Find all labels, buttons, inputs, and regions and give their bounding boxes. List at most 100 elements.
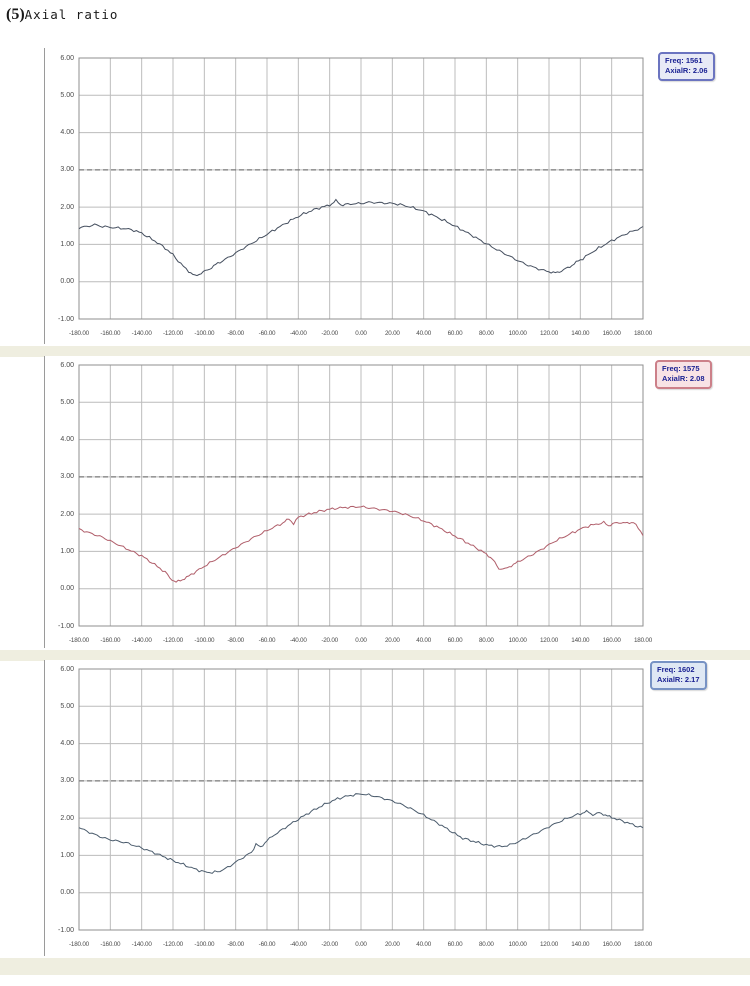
x-tick-label: 20.00 <box>384 637 400 644</box>
plot-frame <box>78 57 644 320</box>
axial-ratio-freq-1561-legend: Freq: 1561 AxialR: 2.06 <box>658 52 715 81</box>
legend-freq-label: Freq: 1602 <box>657 665 695 674</box>
x-tick-label: 160.00 <box>602 330 621 337</box>
chart-panel-2 <box>44 356 750 648</box>
x-tick-label: 60.00 <box>447 330 463 337</box>
x-tick-label: -100.00 <box>194 330 215 337</box>
x-tick-label: 120.00 <box>539 941 559 948</box>
x-tick-label: 0.00 <box>355 330 367 337</box>
x-tick-label: -40.00 <box>290 330 307 337</box>
x-tick-label: -80.00 <box>227 637 244 644</box>
axial-ratio-freq-1602-curve <box>78 793 644 874</box>
x-tick-label: -140.00 <box>131 941 152 948</box>
legend-axial-ratio-label: AxialR: 2.08 <box>662 374 705 383</box>
x-tick-label: 60.00 <box>447 941 463 948</box>
x-tick-label: 40.00 <box>416 637 432 644</box>
panel-separator-strip <box>0 650 750 661</box>
y-tick-label: 4.00 <box>60 436 74 444</box>
x-tick-label: 100.00 <box>508 637 527 644</box>
axial-ratio-freq-1575-legend: Freq: 1575 AxialR: 2.08 <box>655 360 712 389</box>
y-tick-label: 0.00 <box>60 278 74 286</box>
y-tick-label: 0.00 <box>60 585 74 593</box>
x-tick-label: -120.00 <box>163 941 183 948</box>
chart-panel-1 <box>44 48 750 344</box>
x-tick-label: -80.00 <box>227 941 244 948</box>
y-tick-label: 4.00 <box>60 740 74 748</box>
x-tick-label: -100.00 <box>194 941 215 948</box>
y-tick-label: 5.00 <box>60 91 74 99</box>
y-tick-label: 1.00 <box>60 240 74 248</box>
x-tick-label: 80.00 <box>478 637 494 644</box>
legend-axial-ratio-label: AxialR: 2.06 <box>665 66 708 75</box>
legend-freq-label: Freq: 1561 <box>665 56 703 65</box>
x-tick-label: -60.00 <box>258 941 276 948</box>
axial-ratio-freq-1602-plot <box>78 668 644 931</box>
figure-title: (5)Axial ratio <box>6 6 118 24</box>
chart-panel-3 <box>44 660 750 956</box>
x-tick-label: 40.00 <box>416 941 432 948</box>
axial-ratio-freq-1561-plot <box>78 57 644 320</box>
x-tick-label: -60.00 <box>258 637 276 644</box>
y-tick-label: 2.00 <box>60 203 74 211</box>
panel-separator-strip <box>0 958 750 975</box>
x-tick-label: -180.00 <box>69 941 89 948</box>
x-tick-label: 140.00 <box>571 330 590 337</box>
x-tick-label: 140.00 <box>571 941 590 948</box>
x-tick-label: 40.00 <box>416 330 432 337</box>
x-tick-label: -160.00 <box>100 637 121 644</box>
x-tick-label: 100.00 <box>508 330 527 337</box>
x-tick-label: 80.00 <box>478 941 494 948</box>
x-tick-label: -120.00 <box>163 637 183 644</box>
axial-ratio-freq-1561-curve <box>78 198 644 277</box>
x-tick-label: -180.00 <box>69 637 89 644</box>
x-tick-label: 140.00 <box>571 637 590 644</box>
axial-ratio-freq-1575-plot <box>78 364 644 627</box>
x-tick-label: 80.00 <box>478 330 494 337</box>
axial-ratio-freq-1575-curve <box>78 505 644 583</box>
y-tick-label: -1.00 <box>58 315 74 323</box>
y-tick-label: 5.00 <box>60 398 74 406</box>
x-tick-label: -140.00 <box>131 330 152 337</box>
x-tick-label: -180.00 <box>69 330 89 337</box>
y-tick-label: 6.00 <box>60 665 74 673</box>
x-tick-label: 180.00 <box>633 637 653 644</box>
x-tick-label: -40.00 <box>290 941 307 948</box>
y-tick-label: 0.00 <box>60 889 74 897</box>
x-tick-label: -120.00 <box>163 330 183 337</box>
y-tick-label: 1.00 <box>60 851 74 859</box>
x-tick-label: -100.00 <box>194 637 215 644</box>
x-tick-label: 180.00 <box>633 330 653 337</box>
y-tick-label: 3.00 <box>60 473 74 481</box>
x-tick-label: 160.00 <box>602 637 621 644</box>
x-tick-label: 60.00 <box>447 637 463 644</box>
x-tick-label: 180.00 <box>633 941 653 948</box>
plot-frame <box>78 668 644 931</box>
y-tick-label: -1.00 <box>58 622 74 630</box>
y-tick-label: 5.00 <box>60 702 74 710</box>
x-tick-label: 0.00 <box>355 941 367 948</box>
x-tick-label: -160.00 <box>100 941 121 948</box>
y-tick-label: 3.00 <box>60 777 74 785</box>
y-tick-label: 2.00 <box>60 510 74 518</box>
plot-frame <box>78 364 644 627</box>
y-tick-label: 1.00 <box>60 547 74 555</box>
x-tick-label: 20.00 <box>384 330 400 337</box>
x-tick-label: 120.00 <box>539 330 559 337</box>
legend-freq-label: Freq: 1575 <box>662 364 700 373</box>
x-tick-label: -160.00 <box>100 330 121 337</box>
x-tick-label: 0.00 <box>355 637 367 644</box>
x-tick-label: -20.00 <box>321 637 338 644</box>
x-tick-label: 100.00 <box>508 941 527 948</box>
axial-ratio-freq-1602-legend: Freq: 1602 AxialR: 2.17 <box>650 661 707 690</box>
y-tick-label: 6.00 <box>60 361 74 369</box>
x-tick-label: 120.00 <box>539 637 559 644</box>
y-tick-label: 2.00 <box>60 814 74 822</box>
x-tick-label: -60.00 <box>258 330 276 337</box>
y-tick-label: -1.00 <box>58 926 74 934</box>
x-tick-label: -20.00 <box>321 941 338 948</box>
y-tick-label: 4.00 <box>60 129 74 137</box>
y-tick-label: 6.00 <box>60 54 74 62</box>
x-tick-label: 160.00 <box>602 941 621 948</box>
x-tick-label: -40.00 <box>290 637 307 644</box>
